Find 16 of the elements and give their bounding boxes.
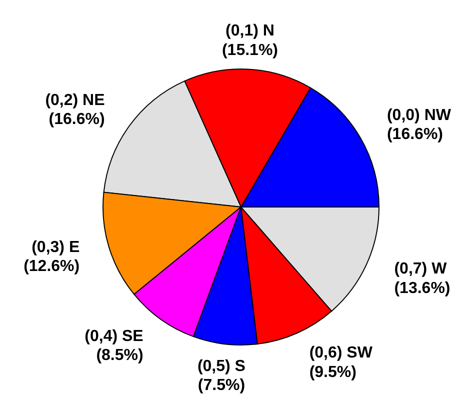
- data-label: (7.5%): [198, 377, 246, 394]
- slice-label: (0,5) S: [197, 358, 246, 376]
- slice-label: (0,2) NE: [45, 92, 106, 109]
- data-label: (13.6%): [394, 280, 450, 297]
- data-label: (9.5%): [309, 364, 356, 381]
- slice-label: (0,7) W: [394, 260, 448, 278]
- data-label: (15.1%): [222, 42, 278, 59]
- slice-label: (0,3) E: [32, 238, 80, 256]
- slice-label: (0,0) NW: [386, 106, 452, 124]
- slice-label: (0,1) N: [226, 22, 274, 40]
- data-label: (8.5%): [96, 347, 144, 364]
- data-label: (16.6%): [48, 111, 105, 128]
- slice-label: (0,6) SW: [309, 344, 374, 362]
- data-label: (12.6%): [24, 258, 80, 275]
- data-label: (16.6%): [386, 126, 444, 144]
- slice-label: (0,4) SE: [84, 328, 144, 345]
